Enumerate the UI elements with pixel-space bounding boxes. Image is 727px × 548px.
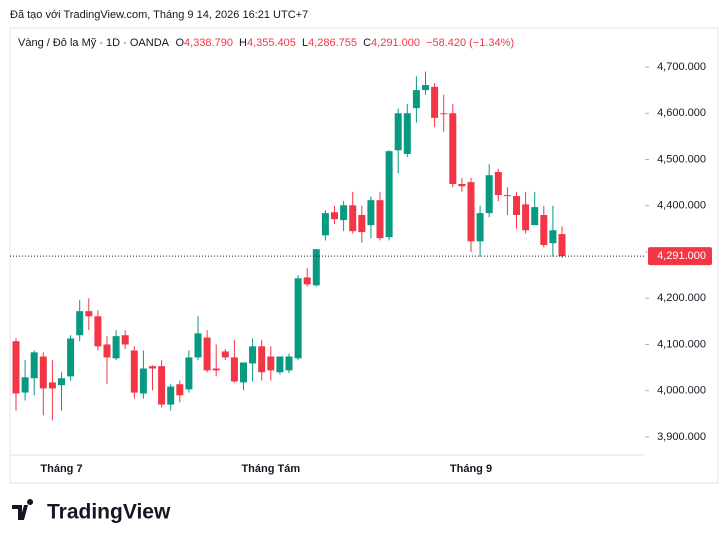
c-label: C <box>363 37 371 49</box>
candle-body <box>203 337 211 371</box>
candle-body <box>258 346 266 373</box>
h-value: 4,355.405 <box>247 37 296 49</box>
candle-body <box>513 196 520 215</box>
candle-body <box>39 356 47 389</box>
l-label: L <box>302 37 308 49</box>
y-tick-label: 4,700.000 <box>657 61 706 73</box>
candle-body <box>185 357 193 390</box>
candle-body <box>121 335 129 345</box>
y-tick-label: 4,500.000 <box>657 153 706 165</box>
candle-body <box>112 336 120 359</box>
candle-body <box>139 368 147 394</box>
candle-body <box>494 171 502 196</box>
candle-body <box>431 86 439 118</box>
o-value: 4,338.790 <box>184 37 233 49</box>
x-tick-label: Tháng 7 <box>40 463 82 475</box>
candle-body <box>276 356 284 373</box>
candle-body <box>149 366 156 369</box>
x-tick-label: Tháng 9 <box>450 463 492 475</box>
y-tick-label: 4,200.000 <box>657 292 706 304</box>
candle-body <box>12 341 20 394</box>
last-price-box <box>648 247 712 266</box>
c-value: 4,291.000 <box>371 37 420 49</box>
candle-body <box>531 207 539 226</box>
symbol: Vàng / Đô la Mỹ · 1D · OANDA <box>18 37 170 49</box>
candle-body <box>349 205 357 232</box>
candle-body <box>503 195 511 197</box>
y-tick-label: 4,000.000 <box>657 385 706 397</box>
candle-body <box>76 311 84 336</box>
l-value: 4,286.755 <box>308 37 357 49</box>
candle-body <box>331 212 338 220</box>
candle-body <box>467 182 475 242</box>
candle-body <box>485 175 493 214</box>
h-label: H <box>239 37 247 49</box>
logo-icon <box>12 499 34 520</box>
candle-body <box>94 316 102 347</box>
candle-body <box>221 351 229 358</box>
x-tick-label: Tháng Tám <box>241 463 300 475</box>
candle-body <box>522 204 530 231</box>
candle-body <box>103 344 111 358</box>
candle-body <box>476 213 484 242</box>
logo: TradingView <box>12 499 171 524</box>
y-tick-label: 4,100.000 <box>657 338 706 350</box>
candle-body <box>158 366 166 405</box>
candle-body <box>240 362 247 383</box>
o-label: O <box>175 37 184 49</box>
candle-body <box>376 200 384 239</box>
candle-body <box>394 113 402 151</box>
candle-body <box>403 113 411 154</box>
candle-body <box>340 205 348 221</box>
change: −58.420 (−1.34%) <box>426 37 514 49</box>
candle-body <box>30 352 38 379</box>
candle-body <box>21 377 29 393</box>
candle-body <box>321 213 329 236</box>
candle-body <box>285 356 293 371</box>
candle-body <box>549 230 557 244</box>
candle-body <box>230 357 238 382</box>
y-tick-label: 4,400.000 <box>657 200 706 212</box>
candle-body <box>249 346 257 364</box>
candle-body <box>167 386 175 405</box>
candle-body <box>385 151 393 238</box>
last-price-label: 4,291.000 <box>657 250 706 262</box>
candle-body <box>449 113 457 184</box>
candle-body <box>440 113 448 115</box>
candle-body <box>412 90 420 109</box>
candle-body <box>312 249 320 286</box>
candle-body <box>85 311 93 317</box>
candle-body <box>194 333 202 358</box>
candle-body <box>458 183 466 187</box>
candle-body <box>367 200 375 226</box>
candle-body <box>558 234 566 257</box>
y-tick-label: 4,600.000 <box>657 107 706 119</box>
candle-body <box>540 214 548 246</box>
legend: Vàng / Đô la Mỹ · 1D · OANDA O4,338.790 … <box>18 37 514 49</box>
candle-body <box>48 382 56 389</box>
candle-body <box>358 214 366 233</box>
candle-body <box>212 368 220 371</box>
chart-frame <box>9 27 719 484</box>
candle-body <box>303 277 311 285</box>
y-tick-label: 3,900.000 <box>657 431 706 443</box>
candle-body <box>294 278 302 359</box>
candle-body <box>422 85 429 91</box>
candle-body <box>67 338 75 377</box>
candle-body <box>58 378 65 386</box>
candle-body <box>267 356 275 371</box>
candle-body <box>176 384 184 396</box>
candle-body <box>130 350 138 393</box>
caption: Đã tạo với TradingView.com, Tháng 9 14, … <box>10 9 308 21</box>
logo-text: TradingView <box>47 501 171 524</box>
